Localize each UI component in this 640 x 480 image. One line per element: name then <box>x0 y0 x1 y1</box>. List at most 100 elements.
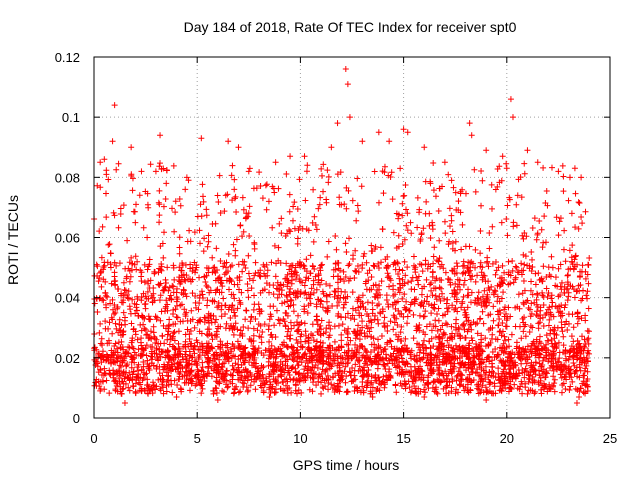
data-point <box>167 332 174 339</box>
data-point <box>394 336 401 343</box>
data-point <box>342 379 349 386</box>
data-point <box>126 278 133 285</box>
data-point <box>368 333 375 340</box>
data-point <box>160 390 167 397</box>
data-point <box>356 343 363 350</box>
data-point <box>325 173 332 180</box>
data-point <box>439 183 446 190</box>
data-point <box>349 364 356 371</box>
data-point <box>547 311 554 318</box>
data-point <box>221 260 228 267</box>
data-point <box>250 277 257 284</box>
data-point <box>510 373 517 380</box>
data-point <box>555 265 562 272</box>
data-point <box>126 387 133 394</box>
data-point <box>449 302 456 309</box>
data-point <box>412 388 419 395</box>
data-point <box>176 250 183 257</box>
data-point <box>437 347 444 354</box>
data-point <box>304 309 311 316</box>
data-point <box>125 295 132 302</box>
data-point <box>297 343 304 350</box>
data-point <box>370 282 377 289</box>
data-point <box>136 192 143 199</box>
data-point <box>584 336 591 343</box>
data-point <box>325 179 332 186</box>
data-point <box>524 147 531 154</box>
data-point <box>545 322 552 329</box>
data-point <box>325 386 332 393</box>
data-point <box>329 361 336 368</box>
data-point <box>521 261 528 268</box>
data-point <box>536 217 543 224</box>
data-point <box>287 285 294 292</box>
data-point <box>250 325 257 332</box>
data-point <box>354 175 361 182</box>
data-point <box>149 353 156 360</box>
data-point <box>331 293 338 300</box>
data-point <box>239 233 246 240</box>
data-point <box>230 291 237 298</box>
data-point <box>456 381 463 388</box>
data-point <box>499 153 506 160</box>
data-point <box>352 328 359 335</box>
data-point <box>237 301 244 308</box>
data-point <box>326 365 333 372</box>
x-tick-label: 20 <box>500 431 514 446</box>
data-point <box>144 381 151 388</box>
data-point <box>540 239 547 246</box>
data-point <box>291 354 298 361</box>
data-point <box>399 212 406 219</box>
data-point <box>534 291 541 298</box>
data-point <box>156 219 163 226</box>
data-point <box>175 376 182 383</box>
data-point <box>286 372 293 379</box>
data-point <box>178 301 185 308</box>
data-point <box>402 335 409 342</box>
data-point <box>384 262 391 269</box>
data-point <box>293 347 300 354</box>
data-point <box>288 351 295 358</box>
data-point <box>512 263 519 270</box>
data-point <box>165 287 172 294</box>
data-point <box>283 260 290 267</box>
data-point <box>170 283 177 290</box>
data-point <box>111 310 118 317</box>
data-point <box>242 316 249 323</box>
data-point <box>334 353 341 360</box>
data-point <box>323 280 330 287</box>
data-point <box>270 361 277 368</box>
data-point <box>309 263 316 270</box>
data-point <box>518 360 525 367</box>
data-point <box>344 293 351 300</box>
data-point <box>477 360 484 367</box>
data-point <box>160 203 167 210</box>
data-point <box>540 322 547 329</box>
data-point <box>489 223 496 230</box>
data-point <box>464 387 471 394</box>
data-point <box>347 372 354 379</box>
data-point <box>548 164 555 171</box>
data-point <box>191 324 198 331</box>
data-point <box>150 382 157 389</box>
data-point <box>495 377 502 384</box>
data-point <box>96 228 103 235</box>
data-point <box>457 190 464 197</box>
data-point <box>556 303 563 310</box>
data-point <box>245 270 252 277</box>
data-point <box>368 361 375 368</box>
data-point <box>391 357 398 364</box>
data-point <box>237 352 244 359</box>
data-point <box>440 329 447 336</box>
data-point <box>534 159 541 166</box>
data-point <box>469 337 476 344</box>
data-point <box>334 302 341 309</box>
data-point <box>571 294 578 301</box>
data-point <box>492 271 499 278</box>
data-point <box>172 320 179 327</box>
data-point <box>570 354 577 361</box>
data-point <box>481 303 488 310</box>
data-point <box>555 168 562 175</box>
data-point <box>463 367 470 374</box>
data-point <box>418 230 425 237</box>
